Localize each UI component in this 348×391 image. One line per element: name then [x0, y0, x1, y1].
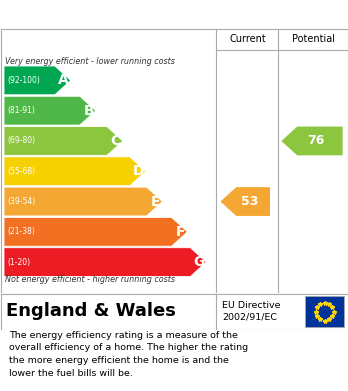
Text: 53: 53	[240, 195, 258, 208]
Polygon shape	[4, 248, 206, 276]
Text: 76: 76	[307, 135, 325, 147]
Text: (69-80): (69-80)	[7, 136, 35, 145]
Text: (21-38): (21-38)	[7, 227, 35, 236]
Text: E: E	[151, 195, 160, 208]
Polygon shape	[4, 66, 71, 95]
Text: (55-68): (55-68)	[7, 167, 35, 176]
Polygon shape	[4, 187, 163, 216]
Text: Very energy efficient - lower running costs: Very energy efficient - lower running co…	[5, 57, 175, 66]
Text: G: G	[193, 255, 205, 269]
Polygon shape	[4, 157, 146, 186]
Polygon shape	[282, 127, 343, 155]
Polygon shape	[4, 127, 123, 155]
Text: D: D	[133, 164, 144, 178]
Text: The energy efficiency rating is a measure of the
overall efficiency of a home. T: The energy efficiency rating is a measur…	[9, 331, 248, 378]
Polygon shape	[220, 187, 270, 216]
Polygon shape	[4, 217, 188, 246]
Text: A: A	[58, 74, 69, 88]
Polygon shape	[4, 96, 96, 125]
Text: F: F	[176, 225, 185, 239]
Text: (1-20): (1-20)	[7, 258, 30, 267]
Text: Potential: Potential	[292, 34, 335, 44]
Text: (39-54): (39-54)	[7, 197, 35, 206]
Text: England & Wales: England & Wales	[6, 303, 176, 321]
Text: Current: Current	[229, 34, 266, 44]
Text: Not energy efficient - higher running costs: Not energy efficient - higher running co…	[5, 275, 175, 284]
Text: EU Directive
2002/91/EC: EU Directive 2002/91/EC	[222, 301, 281, 322]
Text: C: C	[111, 134, 121, 148]
Text: (92-100): (92-100)	[7, 76, 40, 85]
Text: B: B	[83, 104, 94, 118]
Text: Energy Efficiency Rating: Energy Efficiency Rating	[9, 7, 219, 22]
Text: (81-91): (81-91)	[7, 106, 35, 115]
Bar	[305, 296, 344, 327]
